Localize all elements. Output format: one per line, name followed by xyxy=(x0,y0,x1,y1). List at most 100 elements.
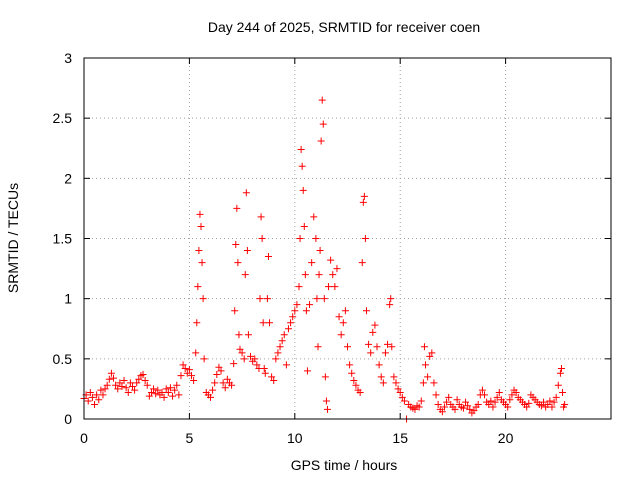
data-point-marker xyxy=(99,391,107,399)
data-point-marker xyxy=(86,389,94,397)
data-point-marker xyxy=(88,393,96,401)
data-point-marker xyxy=(430,379,438,387)
data-point-marker xyxy=(209,386,217,394)
data-point-marker xyxy=(278,337,286,345)
data-point-marker xyxy=(365,340,373,348)
data-point-marker xyxy=(557,364,565,372)
data-point-marker xyxy=(179,361,187,369)
data-point-marker xyxy=(145,392,153,400)
x-tick-label: 10 xyxy=(287,430,303,446)
data-point-marker xyxy=(314,343,322,351)
data-point-marker xyxy=(504,403,512,411)
data-point-marker xyxy=(183,369,191,377)
y-tick-label: 0.5 xyxy=(53,351,73,367)
data-point-marker xyxy=(434,401,442,409)
data-point-marker xyxy=(360,192,368,200)
data-point-marker xyxy=(440,403,448,411)
data-point-marker xyxy=(261,369,269,377)
data-point-marker xyxy=(415,403,423,411)
data-point-marker xyxy=(101,385,109,393)
data-point-marker xyxy=(428,349,436,357)
data-point-marker xyxy=(169,392,177,400)
data-point-marker xyxy=(241,271,249,279)
data-point-marker xyxy=(381,349,389,357)
data-point-marker xyxy=(400,397,408,405)
data-point-marker xyxy=(491,398,499,406)
data-point-marker xyxy=(315,271,323,279)
data-point-marker xyxy=(396,389,404,397)
data-point-marker xyxy=(424,373,432,381)
data-point-marker xyxy=(432,391,440,399)
data-point-marker xyxy=(327,256,335,264)
data-point-marker xyxy=(337,331,345,339)
y-tick-label: 2 xyxy=(64,170,72,186)
data-point-marker xyxy=(344,343,351,351)
data-point-marker xyxy=(299,186,307,194)
data-point-marker xyxy=(264,253,272,261)
x-tick-label: 5 xyxy=(186,430,194,446)
data-point-marker xyxy=(116,379,124,387)
data-point-marker xyxy=(470,407,478,415)
data-point-marker xyxy=(177,372,185,380)
data-point-marker xyxy=(135,375,143,383)
data-point-marker xyxy=(508,391,516,399)
data-point-marker xyxy=(512,389,520,397)
data-point-marker xyxy=(107,369,115,377)
data-point-marker xyxy=(188,372,196,380)
data-point-marker xyxy=(335,313,343,321)
data-point-marker xyxy=(284,325,292,333)
x-tick-label: 15 xyxy=(392,430,408,446)
data-point-marker xyxy=(375,361,383,369)
data-point-marker xyxy=(84,397,92,405)
data-point-marker xyxy=(164,389,172,397)
data-point-marker xyxy=(206,393,214,401)
data-point-marker xyxy=(198,259,206,267)
data-point-marker xyxy=(289,313,297,321)
data-point-marker xyxy=(158,389,166,397)
data-point-marker xyxy=(276,343,284,351)
data-point-marker xyxy=(443,398,451,406)
data-point-marker xyxy=(192,349,200,357)
x-tick-label: 0 xyxy=(80,430,88,446)
data-point-marker xyxy=(323,405,331,413)
data-point-marker xyxy=(388,343,396,351)
data-point-marker xyxy=(487,397,495,405)
data-point-marker xyxy=(318,96,326,104)
y-tick-label: 1 xyxy=(64,291,72,307)
data-point-marker xyxy=(296,235,304,242)
data-point-marker xyxy=(322,397,330,405)
data-point-marker xyxy=(313,295,321,303)
data-point-marker xyxy=(548,403,556,411)
data-point-marker xyxy=(160,393,168,401)
data-point-marker xyxy=(310,213,318,221)
data-point-marker xyxy=(485,401,493,409)
data-point-marker xyxy=(230,360,238,368)
axis-ticks: 0 0.5 1 1.5 2 2.5 3 0 5 10 15 20 xyxy=(53,50,611,446)
data-point-marker xyxy=(346,361,354,369)
data-point-marker xyxy=(417,397,425,405)
data-point-marker xyxy=(320,295,328,303)
data-point-marker xyxy=(175,391,183,399)
data-point-marker xyxy=(312,235,320,242)
data-point-marker xyxy=(185,366,193,374)
data-point-marker xyxy=(556,369,564,377)
data-point-marker xyxy=(233,204,241,212)
data-point-marker xyxy=(282,361,290,369)
data-point-marker xyxy=(231,307,239,315)
data-point-marker xyxy=(523,403,531,411)
data-point-marker xyxy=(462,398,470,406)
data-point-marker xyxy=(217,367,225,375)
data-point-marker xyxy=(128,383,136,391)
data-point-marker xyxy=(266,319,274,327)
data-point-marker xyxy=(306,301,314,309)
data-point-marker xyxy=(420,343,428,351)
data-point-marker xyxy=(152,390,160,398)
data-point-marker xyxy=(97,386,105,394)
data-point-marker xyxy=(190,376,198,384)
data-point-marker xyxy=(120,376,128,384)
data-point-marker xyxy=(181,364,189,372)
data-point-marker xyxy=(200,355,208,363)
data-point-marker xyxy=(506,396,514,404)
data-point-marker xyxy=(489,403,497,411)
